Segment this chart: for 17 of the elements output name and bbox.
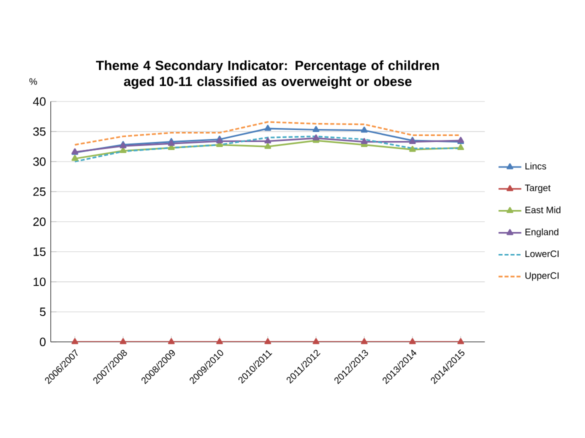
legend-label: UpperCI bbox=[525, 272, 559, 281]
y-axis-title: % bbox=[29, 78, 38, 85]
y-tick-label: 15 bbox=[34, 248, 46, 256]
chart-title: Theme 4 Secondary Indicator: Percentage of children aged 10-11 classified as overweight or obese bbox=[96, 60, 439, 89]
y-tick-label: 35 bbox=[33, 127, 46, 136]
y-tick-label: 30 bbox=[33, 157, 46, 166]
y-tick-label: 0 bbox=[40, 338, 46, 346]
legend-label: Target bbox=[524, 184, 551, 193]
y-tick-label: 10 bbox=[34, 278, 46, 286]
legend-label: East Mid bbox=[526, 206, 560, 214]
y-tick-label: 20 bbox=[33, 217, 46, 226]
y-tick-label: 40 bbox=[33, 97, 46, 106]
y-tick-label: 5 bbox=[40, 308, 46, 316]
legend-label: LowerCI bbox=[526, 250, 559, 258]
legend-label: England bbox=[526, 228, 558, 238]
y-tick-label: 25 bbox=[33, 187, 46, 196]
legend-label: Lincs bbox=[526, 162, 546, 170]
